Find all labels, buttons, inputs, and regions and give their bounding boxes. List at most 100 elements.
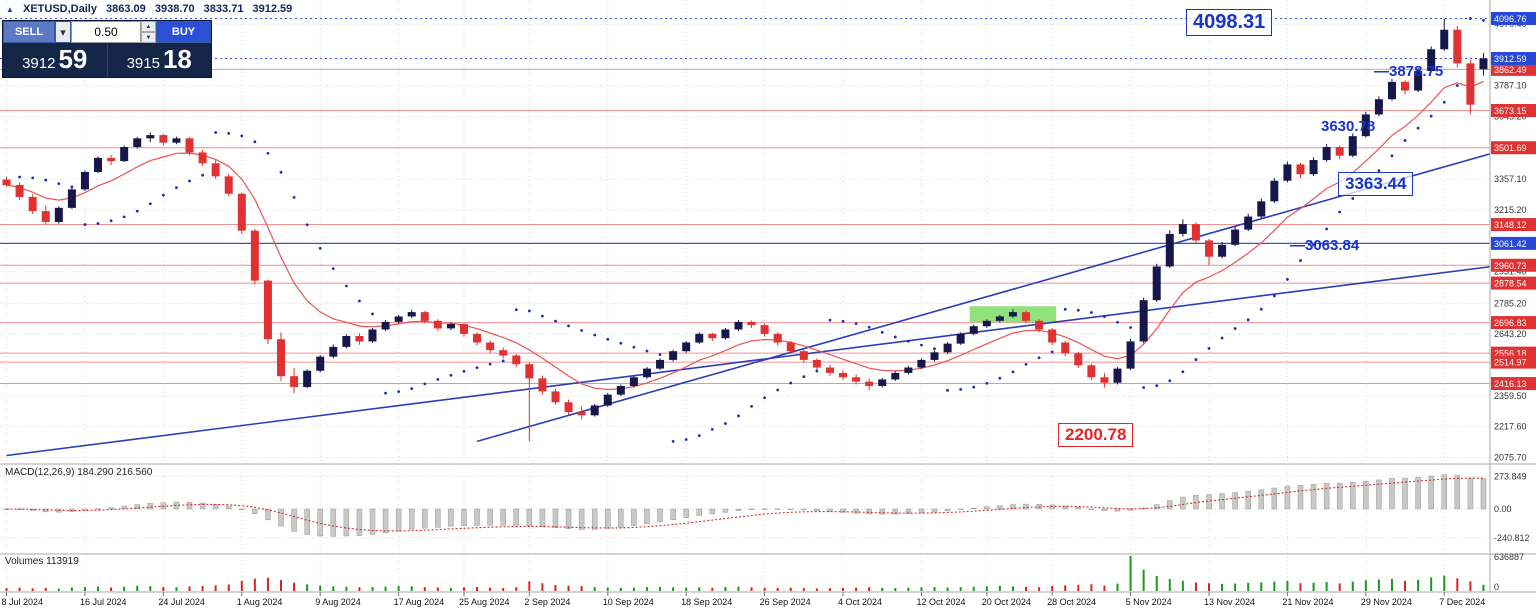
candle: [1074, 351, 1083, 368]
candle: [943, 341, 952, 355]
candle: [1218, 241, 1227, 259]
candle: [1322, 144, 1331, 162]
ohlc-high: 3938.70: [154, 3, 195, 15]
date-label: 25 Aug 2024: [459, 597, 510, 607]
bid-pips: 59: [58, 44, 88, 74]
candle: [15, 182, 24, 200]
candle: [1414, 68, 1423, 93]
candle: [1087, 363, 1096, 381]
price-axis-label: 3215.20: [1494, 205, 1527, 215]
candle: [786, 341, 795, 355]
candle: [917, 358, 926, 369]
candle: [1100, 372, 1109, 388]
candle: [1061, 341, 1070, 357]
candle: [969, 324, 978, 336]
buy-button[interactable]: BUY: [156, 21, 211, 43]
volume-step-up-button[interactable]: ▲: [141, 21, 156, 32]
price-axis-tag: 2514.97: [1494, 358, 1527, 368]
ask-price: 3915 18: [108, 43, 212, 77]
candle: [303, 369, 312, 389]
candle: [799, 349, 808, 363]
candle: [1348, 133, 1357, 158]
candle: [852, 374, 861, 385]
macd-panel: 273.849 0.00 -240.812: [0, 471, 1530, 543]
candle: [172, 136, 181, 145]
candle: [1139, 297, 1148, 344]
date-label: 5 Nov 2024: [1126, 597, 1172, 607]
volume-dropdown-button[interactable]: ▾: [55, 21, 71, 43]
candle: [1440, 18, 1449, 51]
candle: [316, 354, 325, 373]
date-label: 18 Sep 2024: [681, 597, 732, 607]
ask-pips: 18: [162, 44, 192, 74]
candle: [1126, 338, 1135, 371]
candle: [446, 322, 455, 331]
candle: [1309, 157, 1318, 176]
volumes-indicator-label: Volumes 113919: [5, 556, 79, 567]
candle: [825, 364, 834, 376]
macd-axis-label: 273.849: [1494, 471, 1527, 481]
candle: [211, 159, 220, 179]
candle: [473, 332, 482, 346]
price-axis-tag: 2416.13: [1494, 379, 1527, 389]
price-axis-label: 2359.50: [1494, 391, 1527, 401]
candle: [290, 367, 299, 394]
candle: [956, 332, 965, 345]
candle: [80, 170, 89, 192]
candle: [538, 375, 547, 395]
time-axis: 8 Jul 2024 16 Jul 2024 24 Jul 2024 1 Aug 20…: [2, 592, 1485, 607]
date-label: 21 Nov 2024: [1282, 597, 1333, 607]
candle: [525, 362, 534, 442]
date-label: 24 Jul 2024: [158, 597, 205, 607]
candle: [459, 322, 468, 337]
candle: [1361, 111, 1370, 138]
candles-layer: [2, 18, 1488, 442]
date-label: 20 Oct 2024: [982, 597, 1031, 607]
candle: [277, 332, 286, 381]
candle: [146, 132, 155, 143]
candle: [1479, 52, 1488, 76]
symbol-marker-icon: ▲: [6, 5, 14, 14]
volumes-panel: 636887 0: [5, 552, 1524, 592]
candle: [1453, 26, 1462, 68]
candle: [1374, 96, 1383, 116]
candle: [1231, 226, 1240, 247]
macd-axis-label: -240.812: [1494, 533, 1530, 543]
price-axis-tag: 3912.59: [1494, 54, 1527, 64]
candle: [198, 149, 207, 166]
candle: [773, 332, 782, 346]
candle: [878, 377, 887, 388]
bid-price: 3912 59: [3, 43, 108, 77]
volume-step-down-button[interactable]: ▼: [141, 32, 156, 43]
price-axis-tag: 3061.42: [1494, 239, 1527, 249]
price-axis-label: 3357.10: [1494, 174, 1527, 184]
sell-button[interactable]: SELL: [3, 21, 55, 43]
price-axis-tag: 2878.54: [1494, 279, 1527, 289]
candle: [1466, 60, 1475, 115]
price-axis-tag: 3501.69: [1494, 143, 1527, 153]
ma-line-layer: [6, 80, 1484, 391]
candle: [1035, 319, 1044, 333]
candle: [250, 228, 259, 285]
ohlc-close: 3912.59: [252, 3, 293, 15]
date-label: 17 Aug 2024: [394, 597, 445, 607]
ohlc-low: 3833.71: [203, 3, 244, 15]
candle: [682, 341, 691, 353]
candle: [407, 309, 416, 318]
volume-input[interactable]: [71, 21, 141, 43]
date-label: 28 Oct 2024: [1047, 597, 1096, 607]
price-axis-tag: 3673.15: [1494, 106, 1527, 116]
macd-indicator-label: MACD(12,26,9) 184.290 216.560: [5, 467, 153, 478]
price-axis-label: 3787.10: [1494, 81, 1527, 91]
candle: [1022, 310, 1031, 323]
candle: [263, 279, 272, 345]
volume-axis-label: 0: [1494, 582, 1499, 592]
date-label: 2 Sep 2024: [524, 597, 570, 607]
level-lines-layer: [0, 17, 1490, 385]
candle: [420, 311, 429, 324]
candle: [1152, 263, 1161, 302]
candle: [1427, 46, 1436, 73]
candle: [41, 205, 50, 225]
price-axis-label: 2217.60: [1494, 422, 1527, 432]
